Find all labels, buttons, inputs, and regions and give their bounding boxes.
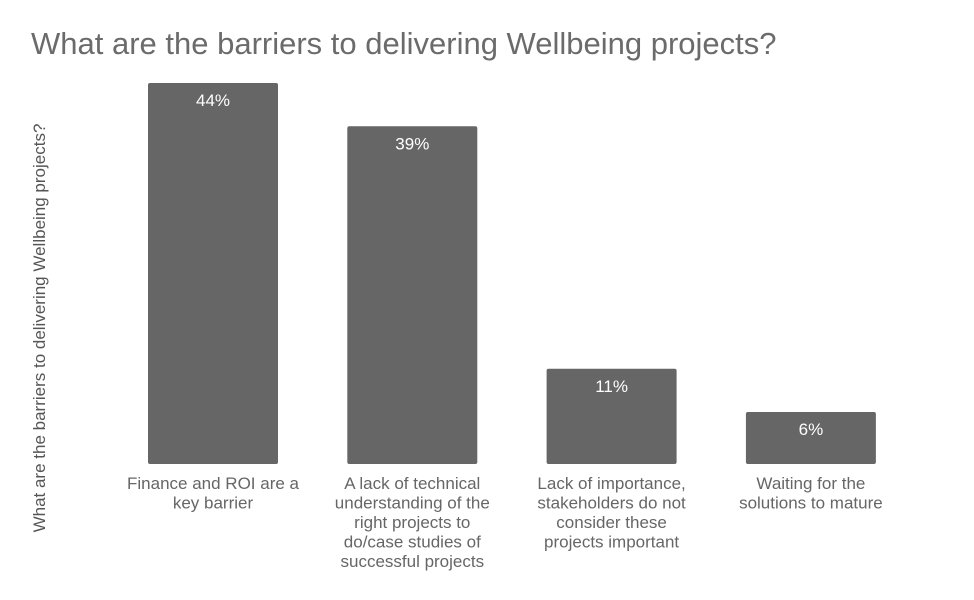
data-label-3: 11%: [595, 377, 628, 396]
bar-1: [148, 83, 278, 464]
data-label-1: 44%: [196, 91, 230, 110]
data-label-4: 6%: [799, 420, 824, 439]
data-label-2: 39%: [395, 134, 429, 153]
bar-3: [546, 368, 677, 464]
category-label-2: A lack of technical understanding of the r…: [335, 474, 490, 571]
category-label-3: Lack of importance, stakeholders do not co…: [537, 474, 686, 552]
category-label-4: Waiting for the solutions to mature: [739, 474, 883, 513]
category-label-1: Finance and ROI are a key barrier: [127, 474, 300, 513]
bar-4: [745, 412, 876, 464]
chart-title: What are the barriers to delivering Well…: [31, 26, 777, 61]
bar-2: [347, 126, 478, 464]
